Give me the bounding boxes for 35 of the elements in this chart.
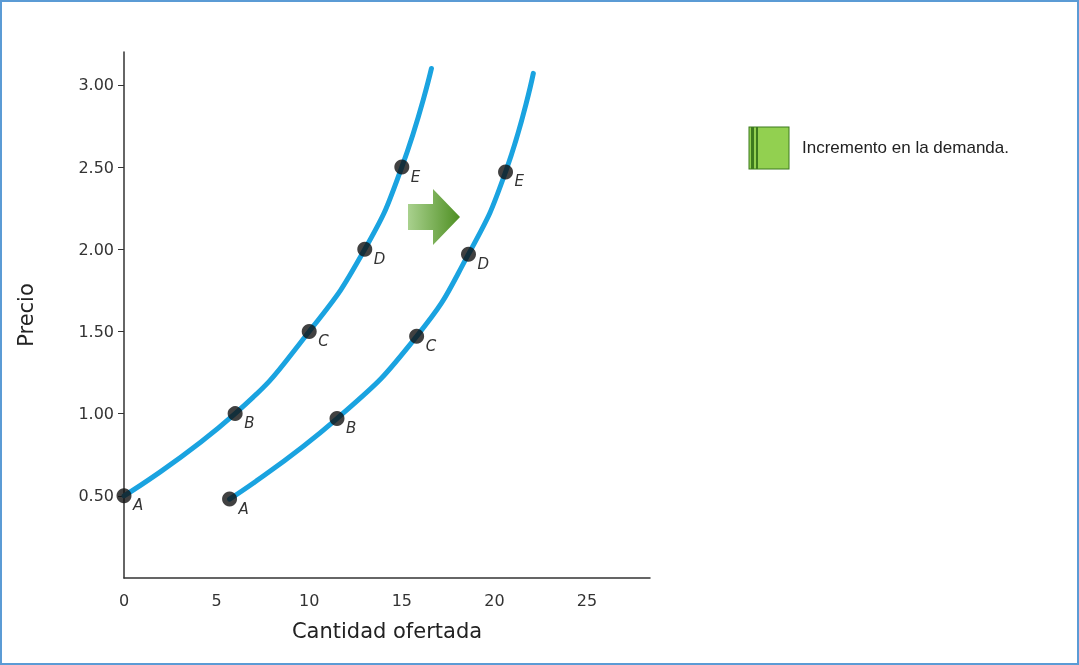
annotation: E	[410, 167, 421, 186]
point	[461, 246, 476, 262]
annotation: D	[373, 249, 386, 268]
annotation: C	[318, 331, 330, 350]
x-tick-label: 10	[299, 590, 320, 610]
point	[329, 411, 345, 427]
x-tick-label: 25	[576, 590, 598, 610]
point	[357, 241, 373, 257]
annotation: A	[132, 496, 144, 515]
annotation: C	[425, 336, 437, 355]
text: Incremento en la demanda.	[802, 138, 1009, 158]
x-axis-title: Cantidad ofertada	[291, 618, 483, 643]
point	[394, 159, 410, 175]
y-tick-label: 1.00	[78, 404, 114, 424]
annotation: B	[244, 414, 255, 433]
y-tick-label: 2.00	[78, 239, 114, 259]
x-tick-label: 15	[391, 590, 412, 610]
x-tick-label: 20	[484, 590, 505, 610]
annotation: A	[237, 499, 249, 518]
y-axis-title: Precio	[13, 283, 38, 347]
annotation: E	[514, 172, 525, 191]
point	[498, 164, 514, 180]
y-tick-label: 1.50	[78, 321, 114, 341]
point	[301, 323, 317, 339]
annotation: B	[345, 419, 357, 438]
x-tick-label: 0	[118, 590, 130, 610]
y-tick-label: 0.50	[78, 486, 114, 506]
point	[409, 328, 425, 344]
point	[227, 406, 243, 422]
y-tick-label: 3.00	[78, 75, 114, 95]
annotation: D	[477, 254, 490, 273]
x-tick-label: 5	[211, 590, 222, 610]
point	[116, 488, 132, 504]
point	[222, 491, 238, 507]
y-tick-label: 2.50	[78, 157, 114, 177]
